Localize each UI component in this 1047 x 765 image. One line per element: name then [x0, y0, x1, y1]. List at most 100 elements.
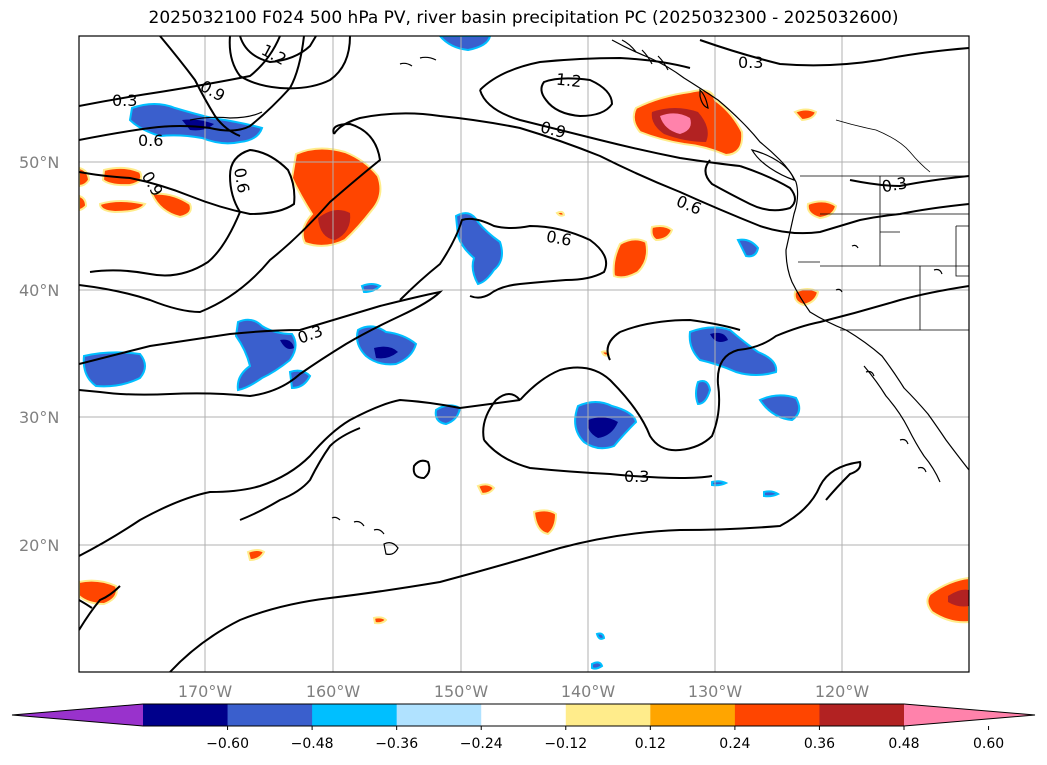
colorbar-segment — [650, 704, 736, 726]
precip-blob — [793, 108, 818, 122]
colorbar-tick-label: −0.48 — [291, 736, 334, 752]
contour-label: 0.6 — [138, 131, 163, 150]
colorbar-tick-label: −0.24 — [460, 736, 503, 752]
precip-blob — [711, 480, 729, 487]
canada-border — [835, 119, 931, 173]
precip-positive-areas — [79, 89, 969, 625]
pv-contour-0.3-loop2 — [482, 393, 713, 480]
pv-contour-1.2-b — [239, 36, 317, 64]
precip-blob — [555, 210, 566, 217]
colorbar-tick-label: −0.36 — [375, 736, 418, 752]
precip-blob — [758, 394, 801, 422]
precip-blob — [438, 36, 492, 52]
pv-contour-west-lower — [79, 585, 121, 631]
vancouver-island — [750, 149, 795, 181]
colorbar-extend-min — [12, 704, 143, 726]
aleutian-arc — [189, 111, 263, 121]
pv-contour-0.6-east — [399, 217, 608, 301]
haida-gwaii — [699, 88, 709, 109]
precip-blob — [98, 200, 147, 214]
colorbar-extend-max — [904, 704, 1035, 726]
precip-blob — [532, 509, 558, 536]
lat-label: 30°N — [19, 408, 59, 427]
lon-label: 120°W — [815, 682, 870, 701]
contour-label: 0.3 — [624, 467, 649, 486]
precip-blob-core — [587, 417, 618, 438]
precip-blob-core — [660, 113, 691, 134]
lon-label: 130°W — [688, 682, 743, 701]
pv-contour-0.3-mid — [79, 290, 444, 398]
lon-label: 170°W — [178, 682, 233, 701]
precip-blob-core — [948, 589, 969, 607]
pv-contour-0.6-mid — [79, 122, 382, 314]
contour-label: 0.9 — [539, 117, 568, 142]
pv-contour-0.6-loop — [79, 148, 296, 277]
colorbar-tick-label: 0.60 — [973, 736, 1004, 752]
lat-label: 50°N — [19, 153, 59, 172]
precip-blob — [612, 238, 648, 279]
hawaii-islands — [331, 516, 399, 555]
precip-blob — [591, 661, 604, 670]
colorbar-tick-label: −0.12 — [544, 736, 587, 752]
pv-contour-1.2-north — [540, 77, 614, 118]
pv-contour-0.3-south — [169, 427, 862, 672]
lon-label: 150°W — [434, 682, 489, 701]
contour-label: 0.3 — [880, 173, 908, 196]
colorbar-outline — [11, 703, 1036, 727]
precip-blob-core — [280, 339, 294, 349]
precip-blob — [806, 200, 838, 220]
precip-blob — [763, 490, 780, 498]
pv-contours — [79, 36, 969, 672]
longitude-labels: 170°W 160°W 150°W 140°W 130°W 120°W — [178, 682, 870, 701]
colorbar-tick-label: −0.60 — [206, 736, 249, 752]
lon-label: 140°W — [561, 682, 616, 701]
precip-blob — [356, 325, 418, 366]
precip-blob — [695, 380, 712, 406]
colorbar-segment — [481, 704, 567, 726]
coastlines — [189, 39, 969, 555]
precip-blob — [454, 212, 503, 286]
precip-blob — [79, 194, 88, 212]
colorbar-segment — [312, 704, 398, 726]
precip-blob — [79, 166, 91, 188]
contour-label: 0.3 — [112, 91, 137, 110]
precip-shading — [79, 36, 969, 670]
graticule — [79, 36, 969, 672]
alaska-islands — [399, 39, 669, 71]
map-title: 2025032100 F024 500 hPa PV, river basin … — [148, 8, 899, 28]
contour-label: 0.6 — [230, 166, 253, 194]
precip-blob — [372, 616, 388, 625]
pv-contour-0.3-long — [79, 398, 521, 557]
colorbar-tick-label: 0.36 — [804, 736, 835, 752]
precip-blob — [288, 369, 312, 390]
precip-blob — [360, 283, 382, 294]
pacific-islands — [835, 244, 943, 473]
precip-negative-areas — [82, 36, 801, 670]
baja-coast — [863, 365, 941, 483]
colorbar-segment — [143, 704, 229, 726]
colorbar-segment — [227, 704, 313, 726]
precip-blob — [793, 288, 820, 307]
pv-contour-1.2-a — [228, 36, 351, 90]
lat-label: 40°N — [19, 281, 59, 300]
contour-label: 0.3 — [295, 321, 325, 348]
pv-contour-0.9 — [159, 36, 241, 137]
pv-contour-0.3-east — [606, 318, 741, 361]
pv-contour-0.3-loop — [519, 285, 969, 452]
precip-blob — [595, 632, 606, 640]
contour-label: 0.6 — [545, 227, 573, 250]
precip-blob — [234, 318, 297, 392]
colorbar-tick-label: 0.24 — [719, 736, 750, 752]
colorbar-tick-label: 0.48 — [888, 736, 919, 752]
precip-blob — [246, 549, 266, 562]
precip-blob — [79, 579, 118, 606]
lon-label: 160°W — [306, 682, 361, 701]
colorbar-segment — [734, 704, 820, 726]
precip-blob — [476, 483, 496, 496]
precip-blob-core — [374, 346, 398, 359]
colorbar-tick-label: 0.12 — [635, 736, 666, 752]
pv-contour-0.3-northeast — [699, 39, 969, 188]
colorbar: −0.60 −0.48 −0.36 −0.24 −0.12 0.12 0.24 0.36 0.4… — [11, 703, 1036, 752]
map-frame — [78, 35, 970, 673]
